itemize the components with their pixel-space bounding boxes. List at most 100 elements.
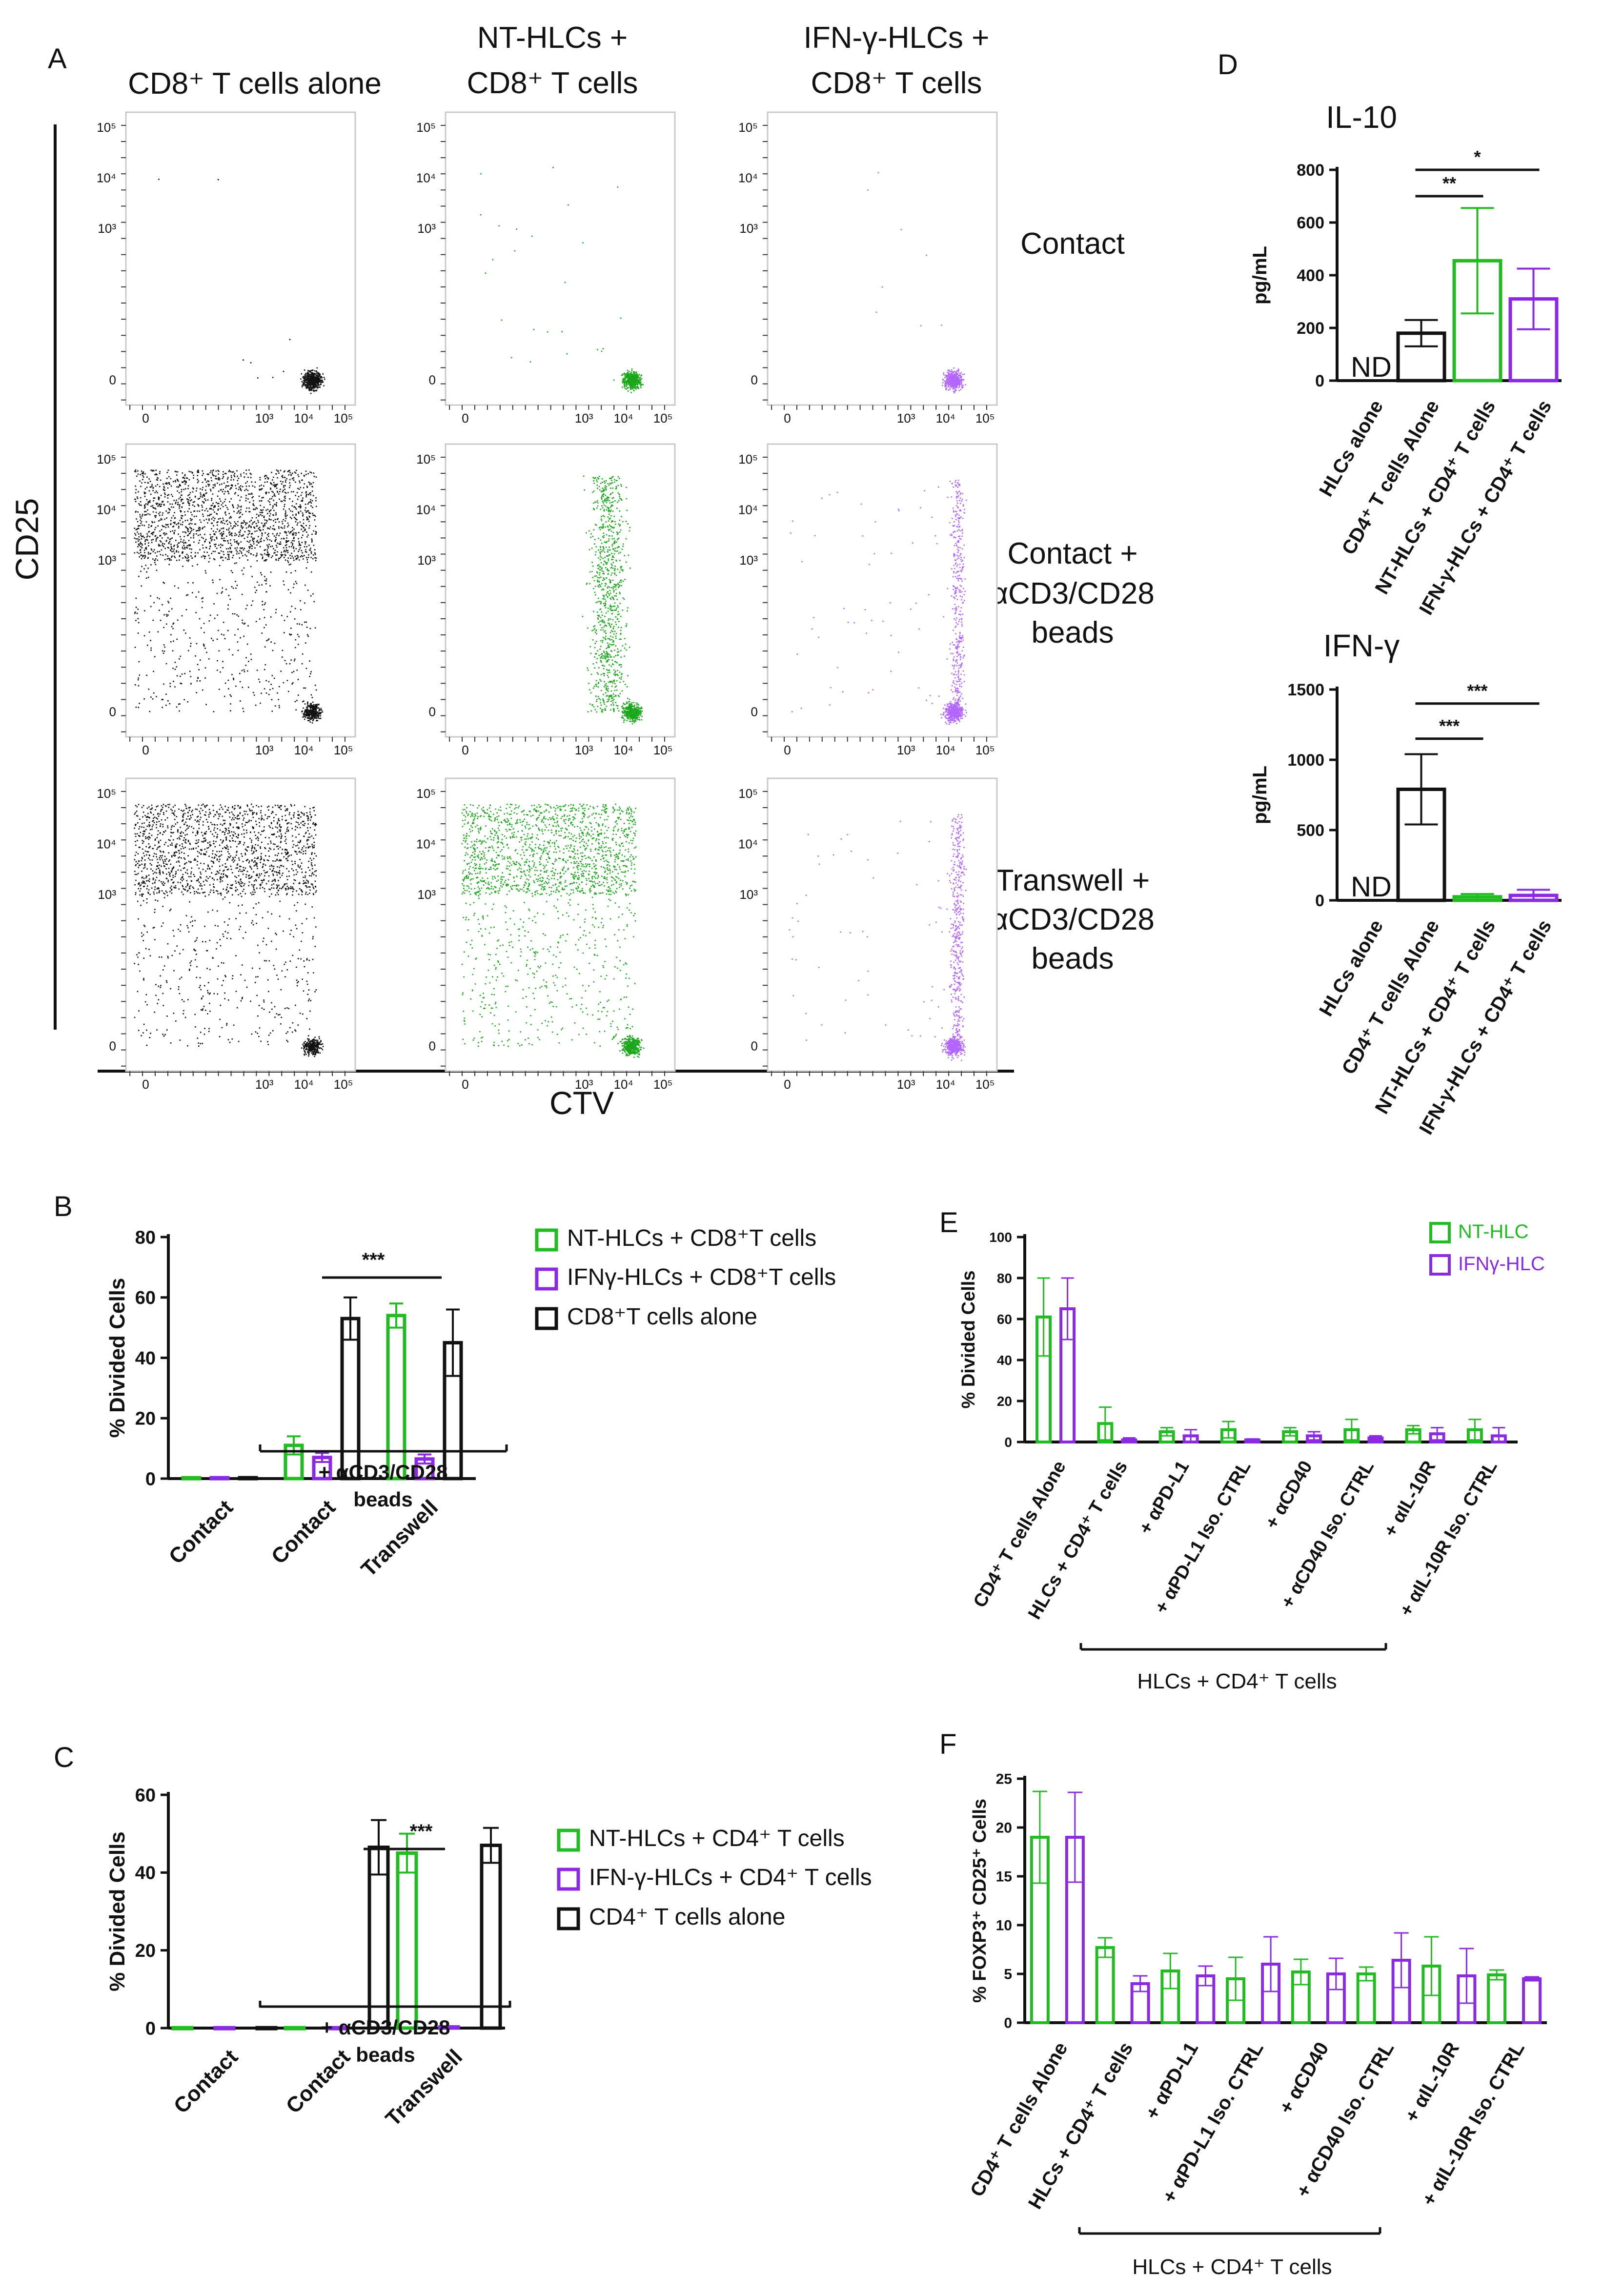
bar: [1522, 1977, 1542, 2024]
y-tick-label: 1000: [1287, 751, 1324, 770]
y-tick-label: 0: [1004, 1435, 1012, 1450]
y-tick-label: 0: [145, 1469, 156, 1489]
plot-frame: [445, 111, 676, 406]
x-tick-label: 10⁴: [294, 411, 314, 426]
plot-frame: [445, 443, 676, 738]
y-axis-label: pg/mL: [1249, 766, 1271, 824]
y-tick-label: 10⁴: [738, 502, 758, 517]
legend-label: NT-HLCs + CD8⁺T cells: [567, 1225, 816, 1251]
y-tick-label: 20: [135, 1941, 156, 1961]
y-axis-label: CD25: [9, 498, 45, 581]
legend-swatch: [1429, 1254, 1451, 1276]
y-tick-label: 0: [1315, 892, 1324, 910]
y-tick-label: 15: [996, 1869, 1012, 1885]
y-tick-label: 600: [1297, 214, 1324, 232]
y-tick-label: 10⁵: [97, 786, 116, 801]
flow-events: [461, 803, 645, 1058]
y-tick-label: 40: [997, 1353, 1012, 1368]
x-tick-label: 0: [142, 743, 149, 757]
y-axis-label: pg/mL: [1249, 246, 1271, 305]
significance-label: **: [1442, 173, 1456, 193]
significance-label: ***: [1439, 716, 1460, 736]
y-tick-label: 10⁴: [97, 170, 116, 185]
category-label: + αPD-L1: [1135, 1458, 1193, 1538]
category-label: + αPD-L1: [1141, 2039, 1202, 2123]
y-tick-label: 10³: [739, 553, 758, 568]
y-tick-label: 0: [109, 1038, 116, 1053]
legend-swatch: [535, 1307, 558, 1330]
x-tick-label: 10⁴: [936, 743, 955, 757]
category-label: CD4⁺ T cells Alone: [1338, 397, 1443, 559]
legend-label: CD8⁺T cells alone: [567, 1304, 757, 1330]
y-tick-label: 10³: [417, 553, 436, 568]
y-tick-label: 400: [1297, 266, 1324, 285]
y-axis-label: % Divided Cells: [105, 1831, 129, 1991]
y-tick-label: 10⁵: [97, 452, 116, 467]
y-tick-label: 0: [751, 704, 758, 719]
bar: [386, 1314, 406, 1481]
x-tick-label: 10³: [575, 411, 593, 426]
x-tick-label: 0: [462, 1077, 468, 1092]
y-tick-label: 0: [429, 1038, 436, 1053]
legend-label: NT-HLCs + CD4⁺ T cells: [589, 1826, 845, 1851]
significance-label: ***: [362, 1249, 385, 1271]
x-tick-label: 10⁴: [294, 1077, 314, 1092]
bar: [255, 2026, 278, 2031]
x-tick-label: 10⁵: [653, 743, 673, 757]
flow-plot: 0 0 10³ 10³ 10⁴ 10⁴ 10⁵ 10⁵: [416, 443, 676, 757]
category-label: + αCD40: [1275, 2039, 1333, 2118]
flow-plot: 0 0 10³ 10³ 10⁴ 10⁴ 10⁵ 10⁵: [97, 443, 356, 757]
significance-label: *: [1474, 147, 1481, 167]
y-tick-label: 1500: [1287, 681, 1324, 699]
y-tick-label: 10³: [98, 887, 116, 902]
flow-events: [867, 172, 966, 394]
legend-swatch: [535, 1228, 558, 1252]
chart-title: IL-10: [1326, 100, 1397, 135]
significance-label: ***: [1467, 681, 1487, 701]
bar: [340, 1317, 361, 1481]
bracket-label: HLCs + CD4⁺ T cells: [1132, 2255, 1332, 2279]
category-label: Contact: [169, 2045, 243, 2118]
flow-events: [480, 167, 644, 393]
category-label: + αIL-10R: [1401, 2038, 1463, 2126]
flow-plot: 0 0 10³ 10³ 10⁴ 10⁴ 10⁵ 10⁵: [416, 777, 676, 1092]
y-tick-label: 10³: [98, 553, 116, 568]
flow-plot: 0 0 10³ 10³ 10⁴ 10⁴ 10⁵ 10⁵: [97, 111, 356, 426]
plot-frame: [767, 111, 998, 406]
bar: [367, 1846, 390, 2030]
bracket-label: + αCD3/CD28: [318, 1461, 447, 1483]
bar: [171, 2026, 194, 2031]
x-tick-label: 10⁵: [975, 743, 995, 757]
x-tick-label: 10⁵: [653, 1077, 673, 1092]
legend-swatch: [557, 1868, 580, 1891]
y-tick-label: 10³: [98, 221, 116, 236]
legend-label: IFNγ-HLCs + CD8⁺T cells: [567, 1264, 836, 1290]
x-tick-label: 10⁵: [334, 1077, 353, 1092]
y-tick-label: 10⁵: [416, 120, 436, 135]
x-tick-label: 0: [462, 411, 468, 426]
y-tick-label: 20: [996, 1820, 1012, 1836]
y-tick-label: 0: [429, 704, 436, 719]
y-tick-label: 10⁴: [416, 170, 436, 185]
legend-swatch: [557, 1907, 580, 1930]
panel-label-d: D: [1218, 49, 1238, 81]
y-tick-label: 0: [145, 2018, 156, 2039]
flow-plot: 0 0 10³ 10³ 10⁴ 10⁴ 10⁵ 10⁵: [97, 777, 356, 1092]
y-tick-label: 10⁵: [738, 452, 758, 467]
x-tick-label: 0: [462, 743, 468, 757]
y-tick-label: 10⁵: [416, 786, 436, 801]
panel-label-c: C: [54, 1742, 74, 1773]
y-axis-label: % Divided Cells: [105, 1278, 129, 1438]
y-tick-label: 10³: [417, 221, 436, 236]
plot-frame: [767, 443, 998, 738]
y-tick-label: 0: [751, 372, 758, 387]
plot-frame: [125, 111, 356, 406]
column-title: IFN-γ-HLCs +: [804, 21, 990, 55]
y-tick-label: 10⁴: [97, 502, 116, 517]
bar: [480, 1844, 502, 2030]
bar: [396, 1851, 418, 2030]
bar: [325, 2026, 348, 2031]
panel-label-e: E: [939, 1207, 958, 1239]
